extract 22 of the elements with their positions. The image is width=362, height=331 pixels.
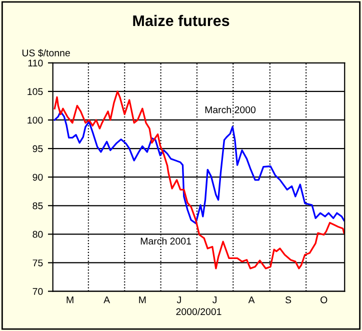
y-tick-label: 100 [28,116,43,124]
x-tick-label: O [320,296,328,304]
y-tick-label: 75 [32,260,43,266]
y-tick-label: 80 [32,230,43,238]
x-tick-label: S [285,296,292,304]
x-tick-label: A [248,296,255,304]
y-tick-label: 95 [32,145,43,152]
y-tick-label: 70 [32,288,43,295]
y-tick-label: 90 [32,174,43,181]
series-label: March 2001 [140,237,191,245]
x-tick-label: J [176,296,181,304]
y-tick-label: 105 [28,88,43,96]
x-axis-title: 2000/2001 [176,308,222,316]
x-tick-label: A [104,296,110,304]
x-tick-label: M [139,296,146,304]
y-tick-label: 85 [32,202,43,210]
x-tick-label: J [212,296,216,304]
x-tick-label: M [66,296,74,304]
y-tick-label: 110 [28,60,43,67]
chart-title: Maize futures [133,14,230,26]
series-label: March 2000 [205,106,256,114]
y-axis-title: US $/tonne [22,49,70,57]
